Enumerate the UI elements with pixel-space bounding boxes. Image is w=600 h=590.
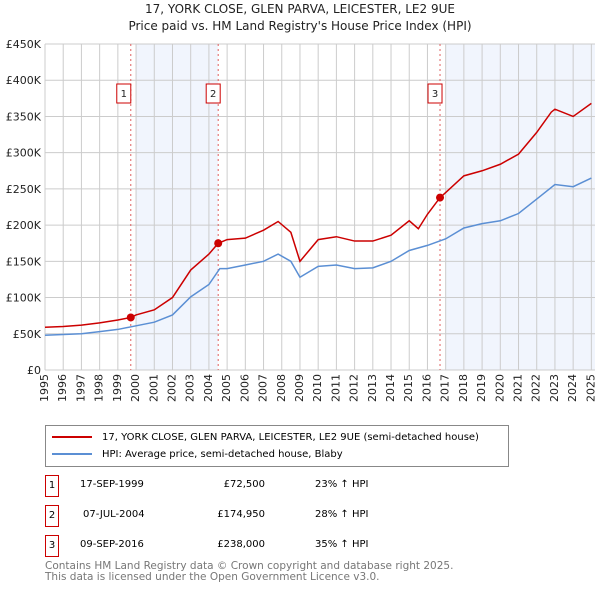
y-tick-label: £300K xyxy=(6,147,42,160)
x-tick-label: 2006 xyxy=(238,374,251,402)
x-tick-label: 2002 xyxy=(165,374,178,402)
x-tick-label: 2024 xyxy=(566,374,579,402)
sale-point xyxy=(126,313,135,322)
y-tick-label: £150K xyxy=(6,255,42,268)
sale-marker-label: 2 xyxy=(45,505,59,527)
shaded-range xyxy=(136,44,219,370)
x-tick-label: 1998 xyxy=(93,374,106,402)
x-tick-label: 2020 xyxy=(493,374,506,402)
y-tick-label: £450K xyxy=(6,38,42,51)
x-tick-label: 2005 xyxy=(220,374,233,402)
series-line-hpi xyxy=(44,177,592,336)
sale-marker-label: 3 xyxy=(45,535,59,557)
shaded-range xyxy=(445,44,595,370)
sale-hpi: 23% ↑ HPI xyxy=(315,479,369,490)
sale-hpi: 28% ↑ HPI xyxy=(315,509,369,520)
footer: Contains HM Land Registry data © Crown c… xyxy=(45,561,453,583)
x-tick-label: 2021 xyxy=(512,374,525,402)
x-tick-label: 2004 xyxy=(202,374,215,402)
sale-label-box xyxy=(205,83,221,104)
x-tick-label: 2022 xyxy=(530,374,543,402)
legend-swatch-blue xyxy=(52,453,92,455)
y-tick-label: £400K xyxy=(6,74,42,87)
x-tick-label: 2007 xyxy=(257,374,270,402)
footer-line-1: Contains HM Land Registry data © Crown c… xyxy=(45,560,454,572)
x-tick-label: 2010 xyxy=(311,374,324,402)
y-tick-label: £200K xyxy=(6,219,42,232)
x-tick-label: 2009 xyxy=(293,374,306,402)
sale-label: 2 xyxy=(210,89,216,100)
y-tick-label: £350K xyxy=(6,110,42,123)
sale-marker-label: 1 xyxy=(45,475,59,497)
y-tick-label: £0 xyxy=(27,364,41,377)
sale-label: 3 xyxy=(432,89,438,100)
x-tick-label: 2008 xyxy=(275,374,288,402)
sale-price: £238,000 xyxy=(217,539,265,550)
sale-label-box xyxy=(427,83,443,104)
legend-item-property: 17, YORK CLOSE, GLEN PARVA, LEICESTER, L… xyxy=(52,429,479,445)
x-tick-label: 2014 xyxy=(384,374,397,402)
sale-hpi: 35% ↑ HPI xyxy=(315,539,369,550)
x-tick-label: 1999 xyxy=(111,374,124,402)
x-tick-label: 2017 xyxy=(439,374,452,402)
series-line-property xyxy=(44,102,592,329)
legend-label: HPI: Average price, semi-detached house,… xyxy=(102,448,343,460)
table-row: 2 07-JUL-2004 £174,950 28% ↑ HPI xyxy=(45,505,545,527)
table-row: 3 09-SEP-2016 £238,000 35% ↑ HPI xyxy=(45,535,545,557)
sale-price: £174,950 xyxy=(217,509,265,520)
sale-date: 17-SEP-1999 xyxy=(80,479,144,490)
x-tick-label: 2025 xyxy=(584,374,597,402)
x-tick-label: 2011 xyxy=(329,374,342,402)
x-tick-label: 2018 xyxy=(457,374,470,402)
chart-title: 17, YORK CLOSE, GLEN PARVA, LEICESTER, L… xyxy=(145,2,455,16)
plot-area: £0 £50K £100K £150K £200K £250K £300K £350K £400… xyxy=(6,38,598,402)
x-tick-label: 1996 xyxy=(56,374,69,402)
sale-price: £72,500 xyxy=(223,479,265,490)
legend-item-hpi: HPI: Average price, semi-detached house,… xyxy=(52,446,343,462)
footer-line-2: This data is licensed under the Open Gov… xyxy=(45,571,380,583)
x-tick-label: 2012 xyxy=(348,374,361,402)
x-tick-label: 2023 xyxy=(548,374,561,402)
legend: 17, YORK CLOSE, GLEN PARVA, LEICESTER, L… xyxy=(45,425,509,467)
table-row: 1 17-SEP-1999 £72,500 23% ↑ HPI xyxy=(45,475,545,497)
sale-label: 1 xyxy=(121,89,127,100)
x-tick-label: 2016 xyxy=(420,374,433,402)
sale-point xyxy=(436,193,445,202)
sale-point xyxy=(214,239,223,248)
sale-label-box xyxy=(116,83,132,104)
legend-label: 17, YORK CLOSE, GLEN PARVA, LEICESTER, L… xyxy=(102,431,479,443)
y-tick-label: £50K xyxy=(13,328,42,341)
chart-subtitle: Price paid vs. HM Land Registry's House … xyxy=(128,19,472,33)
legend-swatch-red xyxy=(52,436,92,438)
y-tick-label: £100K xyxy=(6,292,42,305)
x-tick-label: 1995 xyxy=(38,374,51,402)
x-tick-label: 2019 xyxy=(475,374,488,402)
sale-date: 09-SEP-2016 xyxy=(80,539,144,550)
x-tick-label: 2013 xyxy=(366,374,379,402)
x-tick-label: 1997 xyxy=(74,374,87,402)
sale-date: 07-JUL-2004 xyxy=(83,509,145,520)
x-tick-label: 2000 xyxy=(129,374,142,402)
y-tick-label: £250K xyxy=(6,183,42,196)
x-tick-label: 2003 xyxy=(184,374,197,402)
x-tick-label: 2015 xyxy=(402,374,415,402)
x-tick-label: 2001 xyxy=(147,374,160,402)
